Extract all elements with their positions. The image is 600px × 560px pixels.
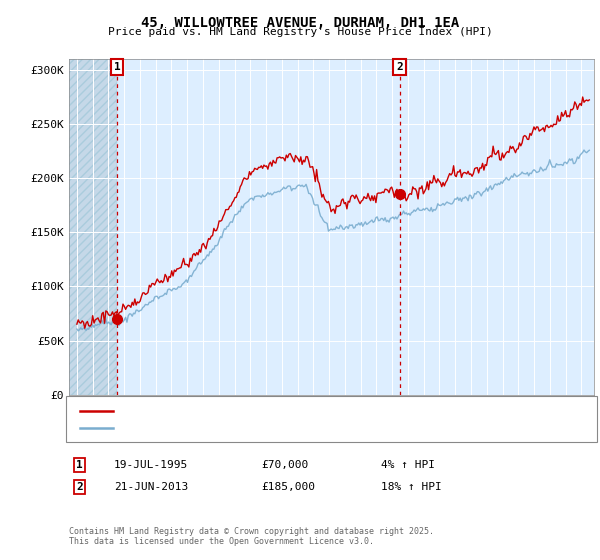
Text: 21-JUN-2013: 21-JUN-2013 <box>114 482 188 492</box>
Text: 1: 1 <box>76 460 83 470</box>
Text: £185,000: £185,000 <box>261 482 315 492</box>
Text: 4% ↑ HPI: 4% ↑ HPI <box>381 460 435 470</box>
Text: 2: 2 <box>76 482 83 492</box>
Text: 2: 2 <box>396 62 403 72</box>
Text: 45, WILLOWTREE AVENUE, DURHAM, DH1 1EA (detached house): 45, WILLOWTREE AVENUE, DURHAM, DH1 1EA (… <box>120 407 464 417</box>
Text: 19-JUL-1995: 19-JUL-1995 <box>114 460 188 470</box>
Text: 1: 1 <box>114 62 121 72</box>
Text: HPI: Average price, detached house, County Durham: HPI: Average price, detached house, Coun… <box>120 423 426 433</box>
Text: 45, WILLOWTREE AVENUE, DURHAM, DH1 1EA: 45, WILLOWTREE AVENUE, DURHAM, DH1 1EA <box>141 16 459 30</box>
Text: Price paid vs. HM Land Registry's House Price Index (HPI): Price paid vs. HM Land Registry's House … <box>107 27 493 37</box>
Text: £70,000: £70,000 <box>261 460 308 470</box>
Text: 18% ↑ HPI: 18% ↑ HPI <box>381 482 442 492</box>
Text: Contains HM Land Registry data © Crown copyright and database right 2025.
This d: Contains HM Land Registry data © Crown c… <box>69 526 434 546</box>
Bar <box>69 59 117 395</box>
